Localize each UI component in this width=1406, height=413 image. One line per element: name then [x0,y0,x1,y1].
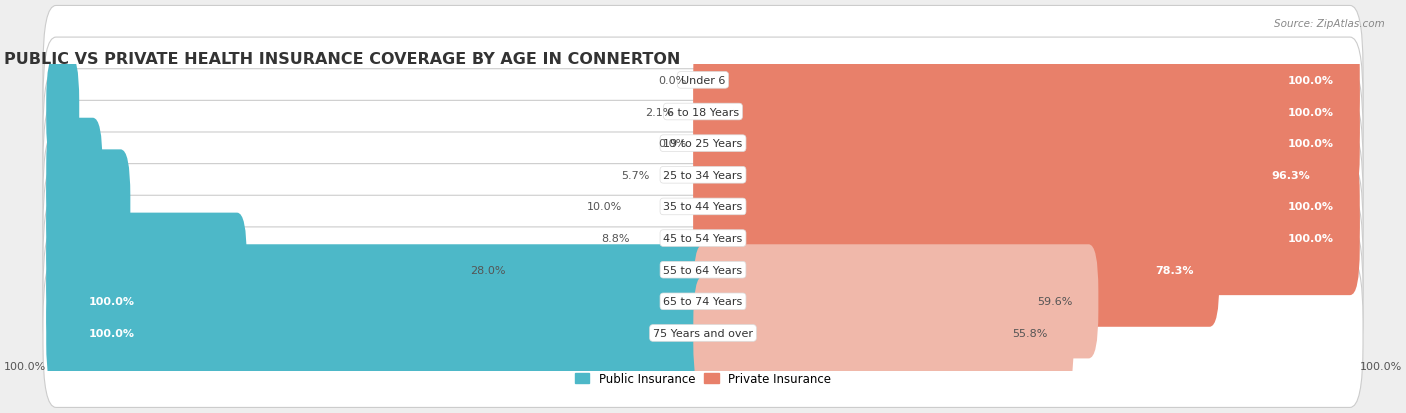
Text: 65 to 74 Years: 65 to 74 Years [664,297,742,306]
FancyBboxPatch shape [44,259,1362,408]
Text: Under 6: Under 6 [681,76,725,85]
FancyBboxPatch shape [44,133,1362,281]
FancyBboxPatch shape [44,38,1362,187]
Legend: Public Insurance, Private Insurance: Public Insurance, Private Insurance [571,367,835,389]
Text: 25 to 34 Years: 25 to 34 Years [664,171,742,180]
Text: 100.0%: 100.0% [1288,107,1334,117]
Text: 6 to 18 Years: 6 to 18 Years [666,107,740,117]
Text: 45 to 54 Years: 45 to 54 Years [664,233,742,244]
Text: 35 to 44 Years: 35 to 44 Years [664,202,742,212]
Text: Source: ZipAtlas.com: Source: ZipAtlas.com [1274,19,1385,28]
FancyBboxPatch shape [693,276,1074,390]
FancyBboxPatch shape [46,182,122,295]
Text: 100.0%: 100.0% [89,297,135,306]
Text: 78.3%: 78.3% [1154,265,1194,275]
FancyBboxPatch shape [46,150,131,264]
Text: 100.0%: 100.0% [1288,139,1334,149]
FancyBboxPatch shape [693,119,1336,232]
FancyBboxPatch shape [44,69,1362,218]
Text: 59.6%: 59.6% [1038,297,1073,306]
Text: 19 to 25 Years: 19 to 25 Years [664,139,742,149]
FancyBboxPatch shape [693,244,1098,358]
Text: 5.7%: 5.7% [621,171,650,180]
Text: 0.0%: 0.0% [658,139,686,149]
Text: 100.0%: 100.0% [89,328,135,338]
FancyBboxPatch shape [44,7,1362,155]
FancyBboxPatch shape [693,24,1360,138]
FancyBboxPatch shape [693,213,1219,327]
FancyBboxPatch shape [44,101,1362,249]
FancyBboxPatch shape [44,196,1362,344]
FancyBboxPatch shape [693,150,1360,264]
Text: 75 Years and over: 75 Years and over [652,328,754,338]
FancyBboxPatch shape [44,227,1362,376]
Text: 96.3%: 96.3% [1271,171,1310,180]
FancyBboxPatch shape [44,164,1362,313]
Text: 100.0%: 100.0% [1288,76,1334,85]
FancyBboxPatch shape [46,119,103,232]
FancyBboxPatch shape [46,55,79,169]
Text: 100.0%: 100.0% [4,361,46,371]
Text: PUBLIC VS PRIVATE HEALTH INSURANCE COVERAGE BY AGE IN CONNERTON: PUBLIC VS PRIVATE HEALTH INSURANCE COVER… [4,52,681,66]
Text: 55.8%: 55.8% [1012,328,1047,338]
FancyBboxPatch shape [46,244,713,358]
Text: 100.0%: 100.0% [1288,202,1334,212]
Text: 100.0%: 100.0% [1288,233,1334,244]
FancyBboxPatch shape [693,55,1360,169]
Text: 2.1%: 2.1% [645,107,673,117]
FancyBboxPatch shape [693,87,1360,201]
FancyBboxPatch shape [46,213,247,327]
FancyBboxPatch shape [46,276,713,390]
Text: 100.0%: 100.0% [1360,361,1402,371]
Text: 55 to 64 Years: 55 to 64 Years [664,265,742,275]
Text: 28.0%: 28.0% [470,265,506,275]
Text: 8.8%: 8.8% [602,233,630,244]
Text: 10.0%: 10.0% [586,202,621,212]
Text: 0.0%: 0.0% [658,76,686,85]
FancyBboxPatch shape [693,182,1360,295]
